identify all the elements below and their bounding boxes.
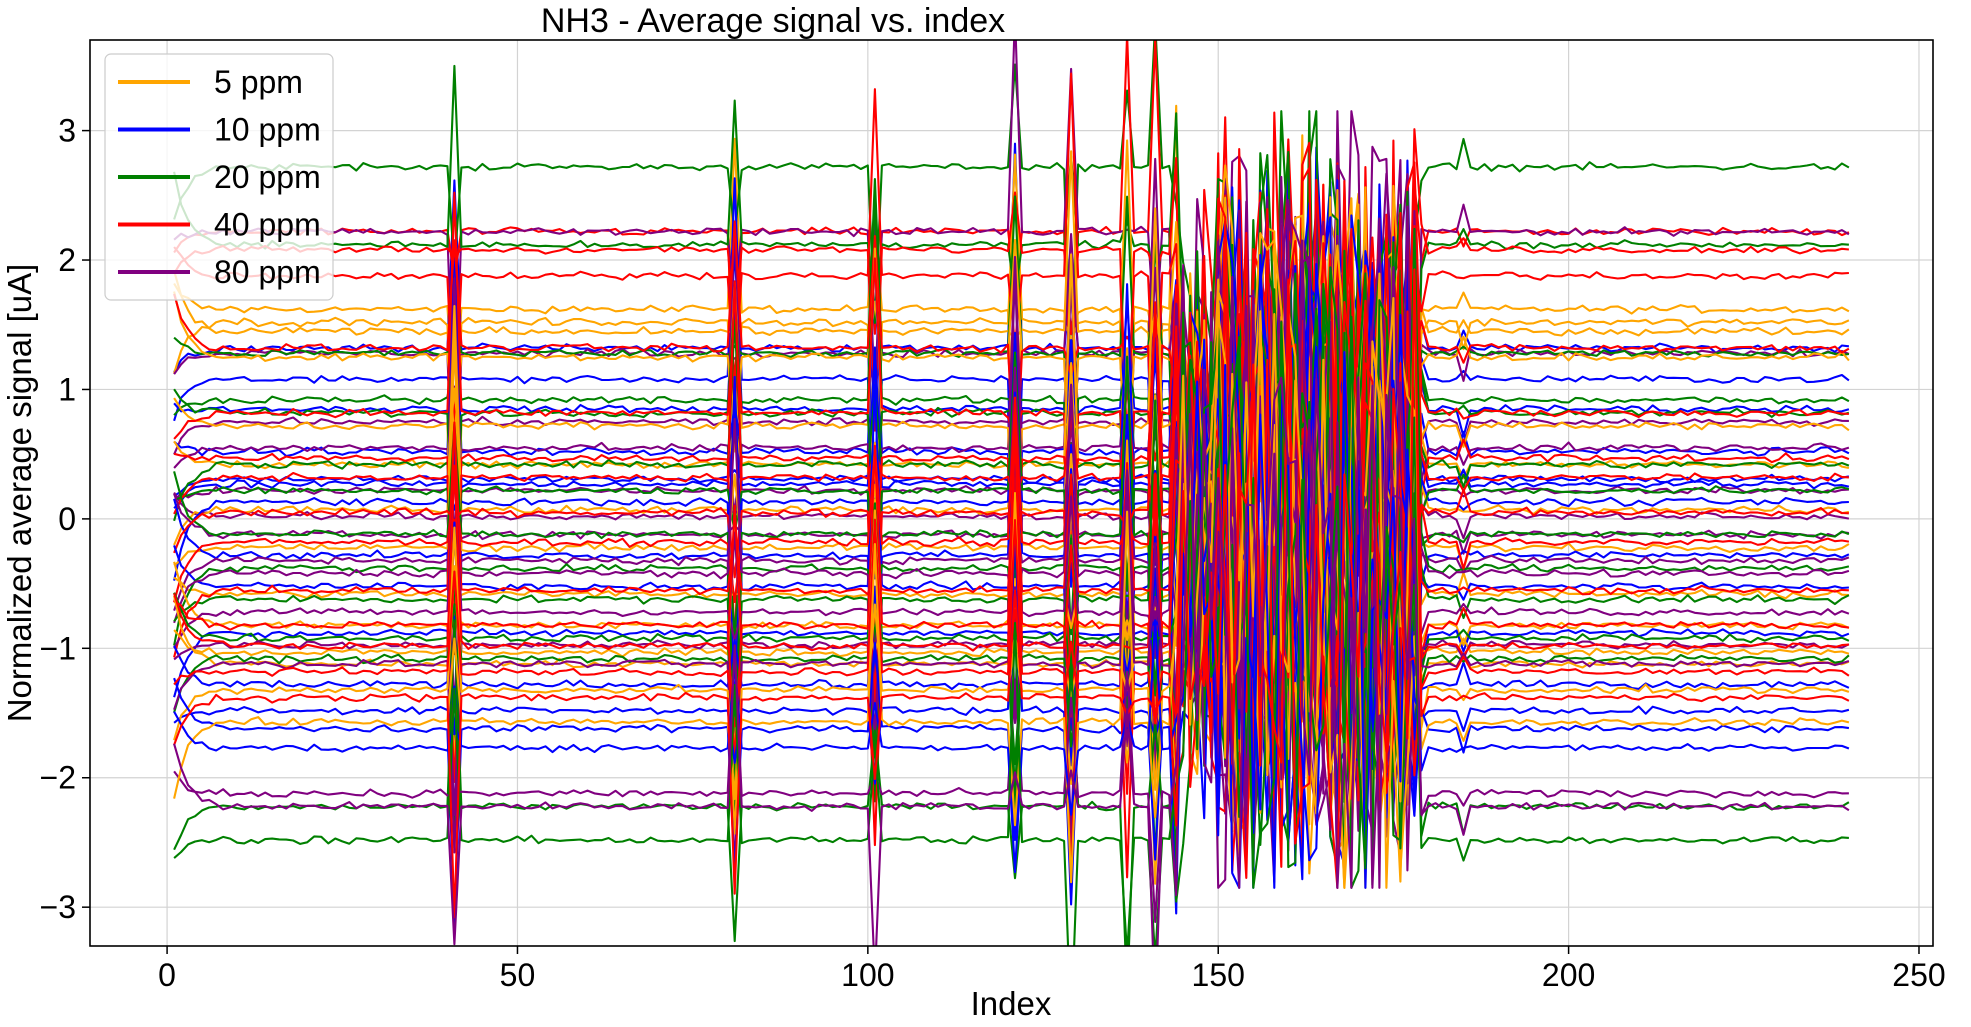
series-line-40-ppm <box>173 358 1850 881</box>
y-tick-label: −2 <box>40 760 76 796</box>
series-line-40-ppm <box>173 242 1849 879</box>
plot-frame <box>89 39 1934 947</box>
y-tick-label: −3 <box>40 889 76 925</box>
x-tick-label: 250 <box>1892 957 1945 993</box>
series-line-20-ppm <box>173 315 1849 946</box>
legend-label: 10 ppm <box>214 112 321 148</box>
legend-label: 5 ppm <box>214 64 303 100</box>
legend-box <box>104 53 334 301</box>
y-axis-label: Normalized average signal [uA] <box>1 264 38 723</box>
y-tick-label: 2 <box>58 242 76 278</box>
legend: 5 ppm 10 ppm 20 ppm 40 ppm 80 ppm <box>104 53 334 301</box>
y-tick-label: −1 <box>40 630 76 666</box>
x-tick-label: 0 <box>158 957 176 993</box>
series-line-80-ppm <box>173 255 1850 884</box>
y-tick-label: 1 <box>58 371 76 407</box>
series-line-40-ppm <box>173 269 1850 919</box>
legend-label: 20 ppm <box>214 159 321 195</box>
axis-ticks: 0 50 100 150 200 250 −3 −2 −1 0 1 2 3 <box>40 113 1946 993</box>
legend-label: 40 ppm <box>214 207 321 243</box>
series-layer <box>173 40 1850 946</box>
y-tick-label: 3 <box>58 113 76 149</box>
x-tick-label: 150 <box>1192 957 1245 993</box>
series-line-5-ppm <box>173 300 1850 889</box>
y-tick-label: 0 <box>58 501 76 537</box>
chart-title: NH3 - Average signal vs. index <box>541 2 1005 40</box>
x-tick-label: 50 <box>500 957 536 993</box>
x-axis-label: Index <box>971 985 1052 1022</box>
series-line-80-ppm <box>173 376 1850 946</box>
x-tick-label: 100 <box>841 957 894 993</box>
legend-label: 80 ppm <box>214 254 321 290</box>
series-line-5-ppm <box>173 238 1850 755</box>
x-tick-label: 200 <box>1542 957 1595 993</box>
